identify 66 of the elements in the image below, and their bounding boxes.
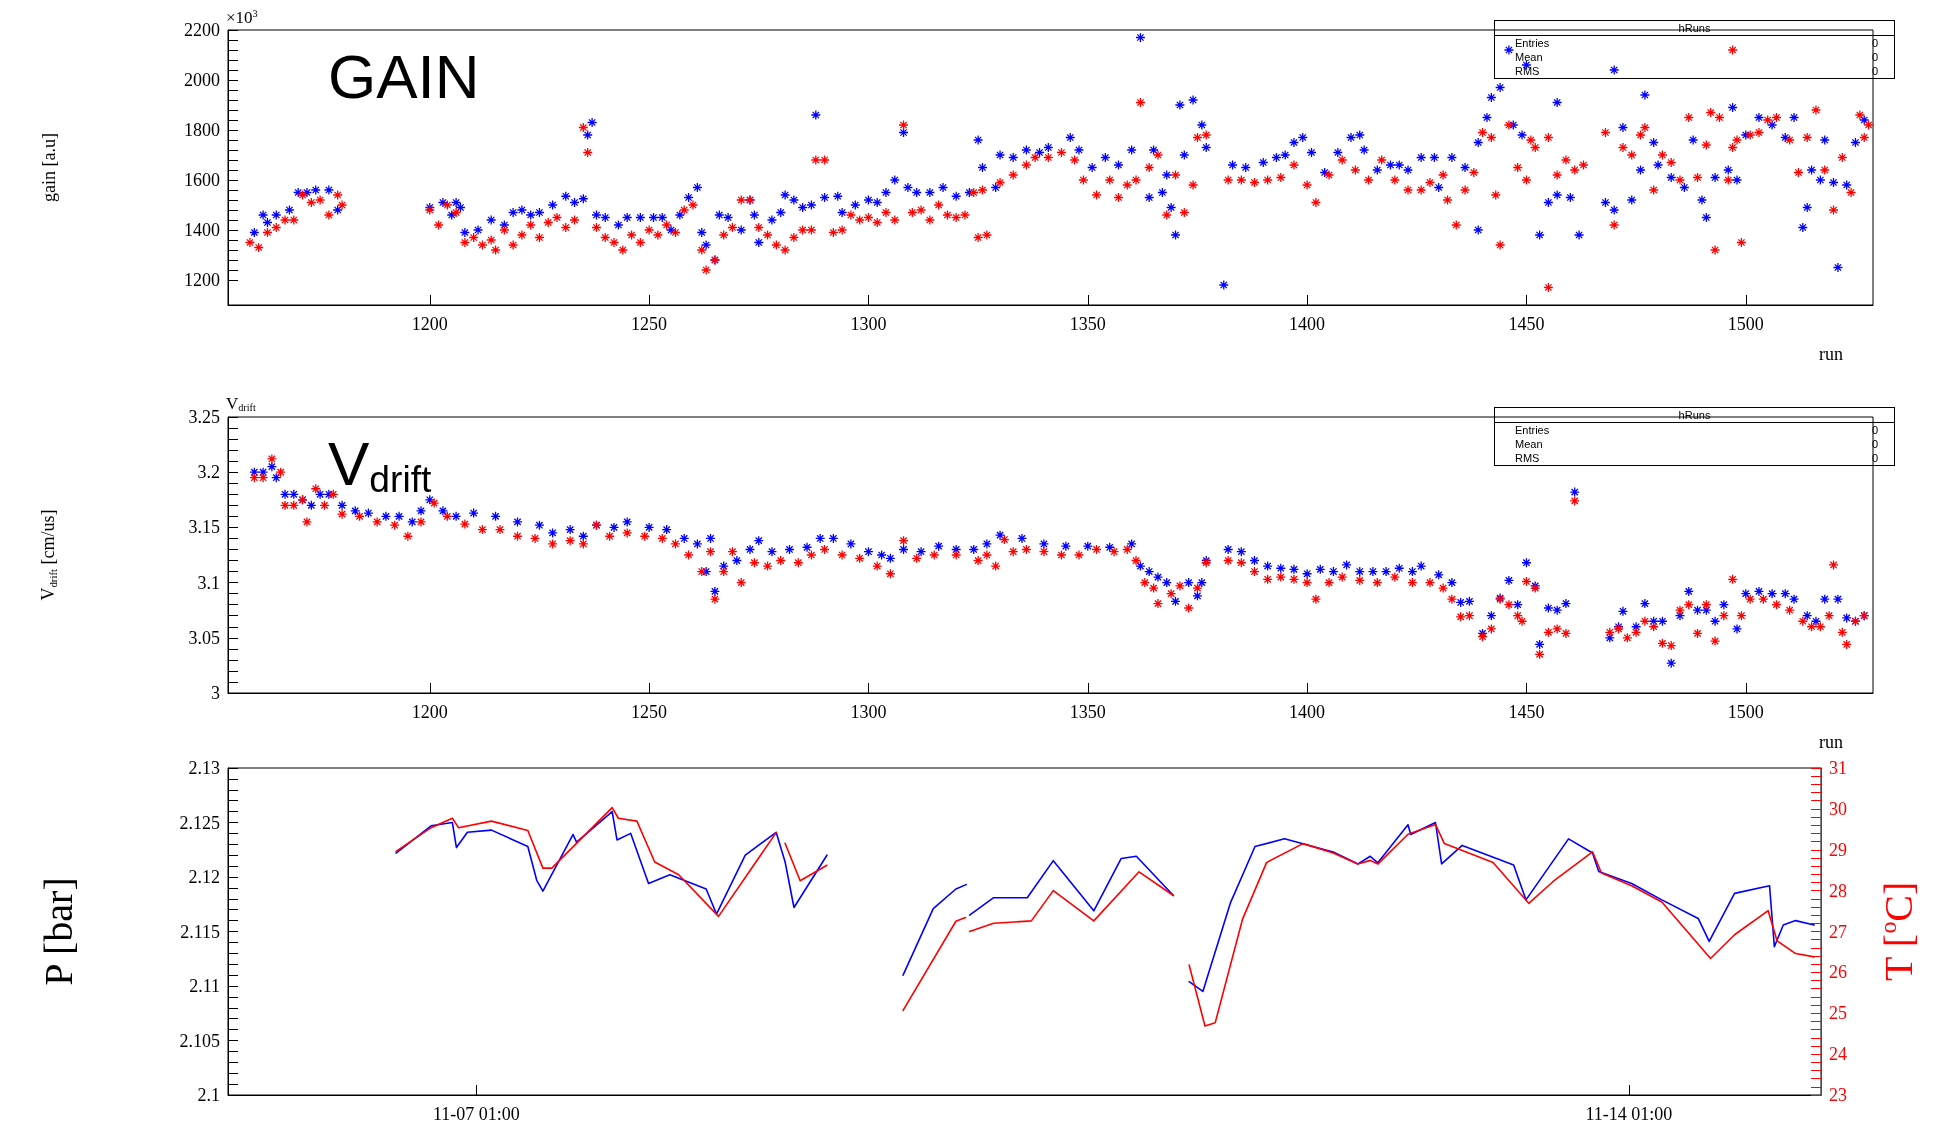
x-tick-label: 1300 [850, 314, 887, 334]
text: Vdrift [226, 394, 256, 414]
x-tick-label: 1450 [1508, 314, 1545, 334]
y-tick-label: 2.105 [179, 1030, 220, 1051]
y-tick-label: 1200 [184, 270, 220, 290]
y2-tick-label: 29 [1829, 839, 1847, 860]
y-tick-label: 2000 [184, 70, 220, 90]
x-tick-label: 1450 [1508, 702, 1545, 722]
y-tick-label: 2200 [184, 20, 220, 40]
x-tick-label: 1350 [1069, 314, 1106, 334]
annotation: 0 [1871, 437, 1878, 451]
annotation: hRuns [1495, 408, 1894, 423]
x-tick-label: 1350 [1069, 702, 1106, 722]
y2-tick-label: 28 [1829, 880, 1847, 901]
x-tick-label: 1200 [411, 702, 448, 722]
x-axis-title: run [1819, 344, 1843, 364]
y-tick-label: 3.2 [197, 462, 220, 483]
y-tick-label: 1600 [184, 170, 220, 190]
y-tick-label: 2.13 [188, 758, 220, 778]
y2-tick-label: 23 [1829, 1085, 1847, 1105]
annotation: Entries [1515, 36, 1550, 50]
y-tick-label: 3.1 [197, 572, 220, 593]
y-axis-title: Vdrift [cm/us] [38, 509, 59, 601]
annotation: 0 [1871, 64, 1878, 78]
x-tick-label: 1250 [631, 314, 668, 334]
y2-tick-label: 31 [1829, 758, 1847, 778]
x-tick-label: 1400 [1289, 314, 1326, 334]
y-tick-label: 3.15 [188, 517, 220, 538]
annotation: Mean [1515, 437, 1543, 451]
x-tick-label: 1500 [1727, 314, 1764, 334]
y-tick-label: 2.12 [188, 867, 220, 887]
annotation: 0 [1871, 50, 1878, 64]
y-tick-label: 2.1 [197, 1085, 220, 1105]
x-tick-label: 1200 [411, 314, 448, 334]
annotation: 0 [1871, 36, 1878, 50]
y-tick-label: 2.125 [179, 812, 220, 833]
y-axis-title: gain [a.u] [39, 133, 59, 202]
annotation: Mean [1515, 50, 1543, 64]
y-tick-label: 3 [211, 683, 220, 703]
x-tick-label: 1300 [850, 702, 887, 722]
y-tick-label: 2.11 [189, 976, 220, 996]
y-tick-label: 2.115 [180, 921, 220, 942]
annotation: Entries [1515, 423, 1550, 437]
y-axis-title: P [bar] [35, 877, 81, 986]
x-axis-title: run [1819, 732, 1843, 752]
x-tick-label: 1500 [1727, 702, 1764, 722]
y-tick-label: 3.25 [188, 407, 220, 427]
annotation: RMS [1515, 451, 1540, 465]
annotation: 0 [1871, 451, 1878, 465]
y2-axis-title: T [oC] [1875, 881, 1921, 982]
x-tick-label: 1250 [631, 702, 668, 722]
y-tick-label: 1400 [184, 220, 220, 240]
annotation: RMS [1515, 64, 1540, 78]
annotation: 0 [1871, 423, 1878, 437]
y2-tick-label: 25 [1829, 1003, 1847, 1024]
y-tick-label: 1800 [184, 120, 220, 140]
y2-tick-label: 27 [1829, 921, 1847, 942]
y-tick-label: 3.05 [188, 627, 220, 648]
y2-tick-label: 30 [1829, 798, 1847, 819]
x-tick-label: 1400 [1289, 702, 1326, 722]
y2-tick-label: 26 [1829, 962, 1847, 983]
y2-tick-label: 24 [1829, 1044, 1847, 1065]
annotation: GAIN [328, 41, 480, 111]
annotation: hRuns [1495, 21, 1894, 36]
x-tick-label: 11-14 01:00 [1585, 1104, 1673, 1124]
x-tick-label: 11-07 01:00 [432, 1104, 520, 1124]
